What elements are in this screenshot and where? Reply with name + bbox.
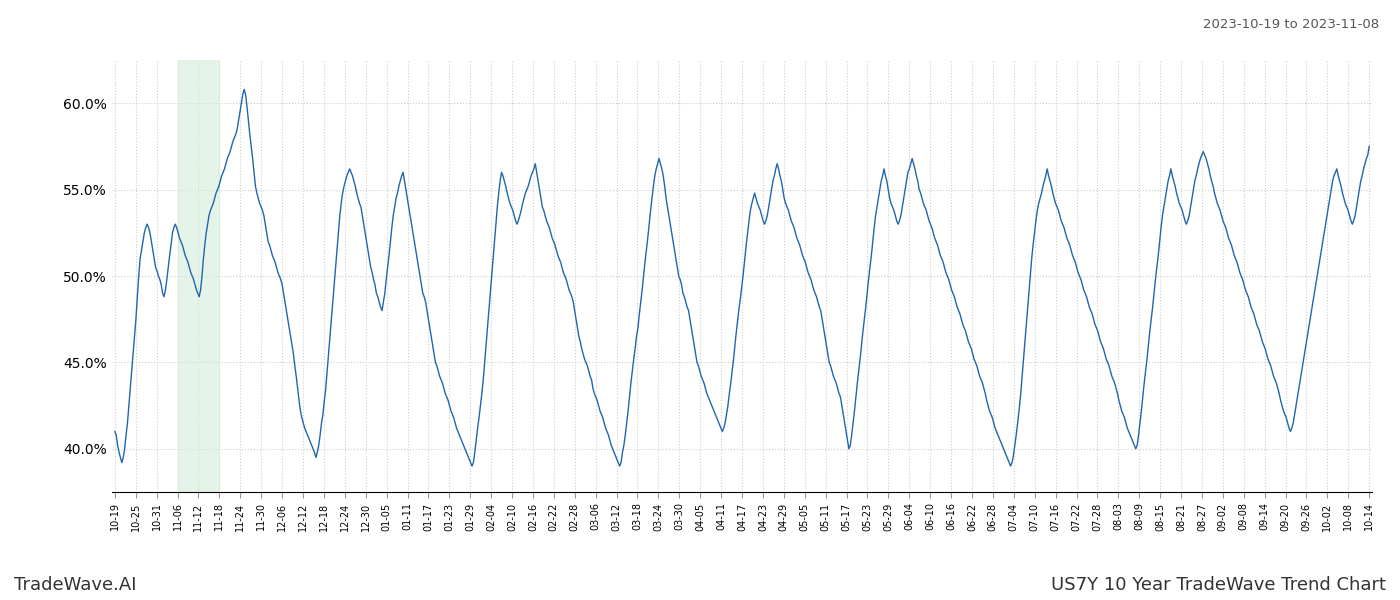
Bar — [178, 60, 220, 492]
Text: TradeWave.AI: TradeWave.AI — [14, 576, 137, 594]
Text: US7Y 10 Year TradeWave Trend Chart: US7Y 10 Year TradeWave Trend Chart — [1051, 576, 1386, 594]
Text: 2023-10-19 to 2023-11-08: 2023-10-19 to 2023-11-08 — [1203, 18, 1379, 31]
